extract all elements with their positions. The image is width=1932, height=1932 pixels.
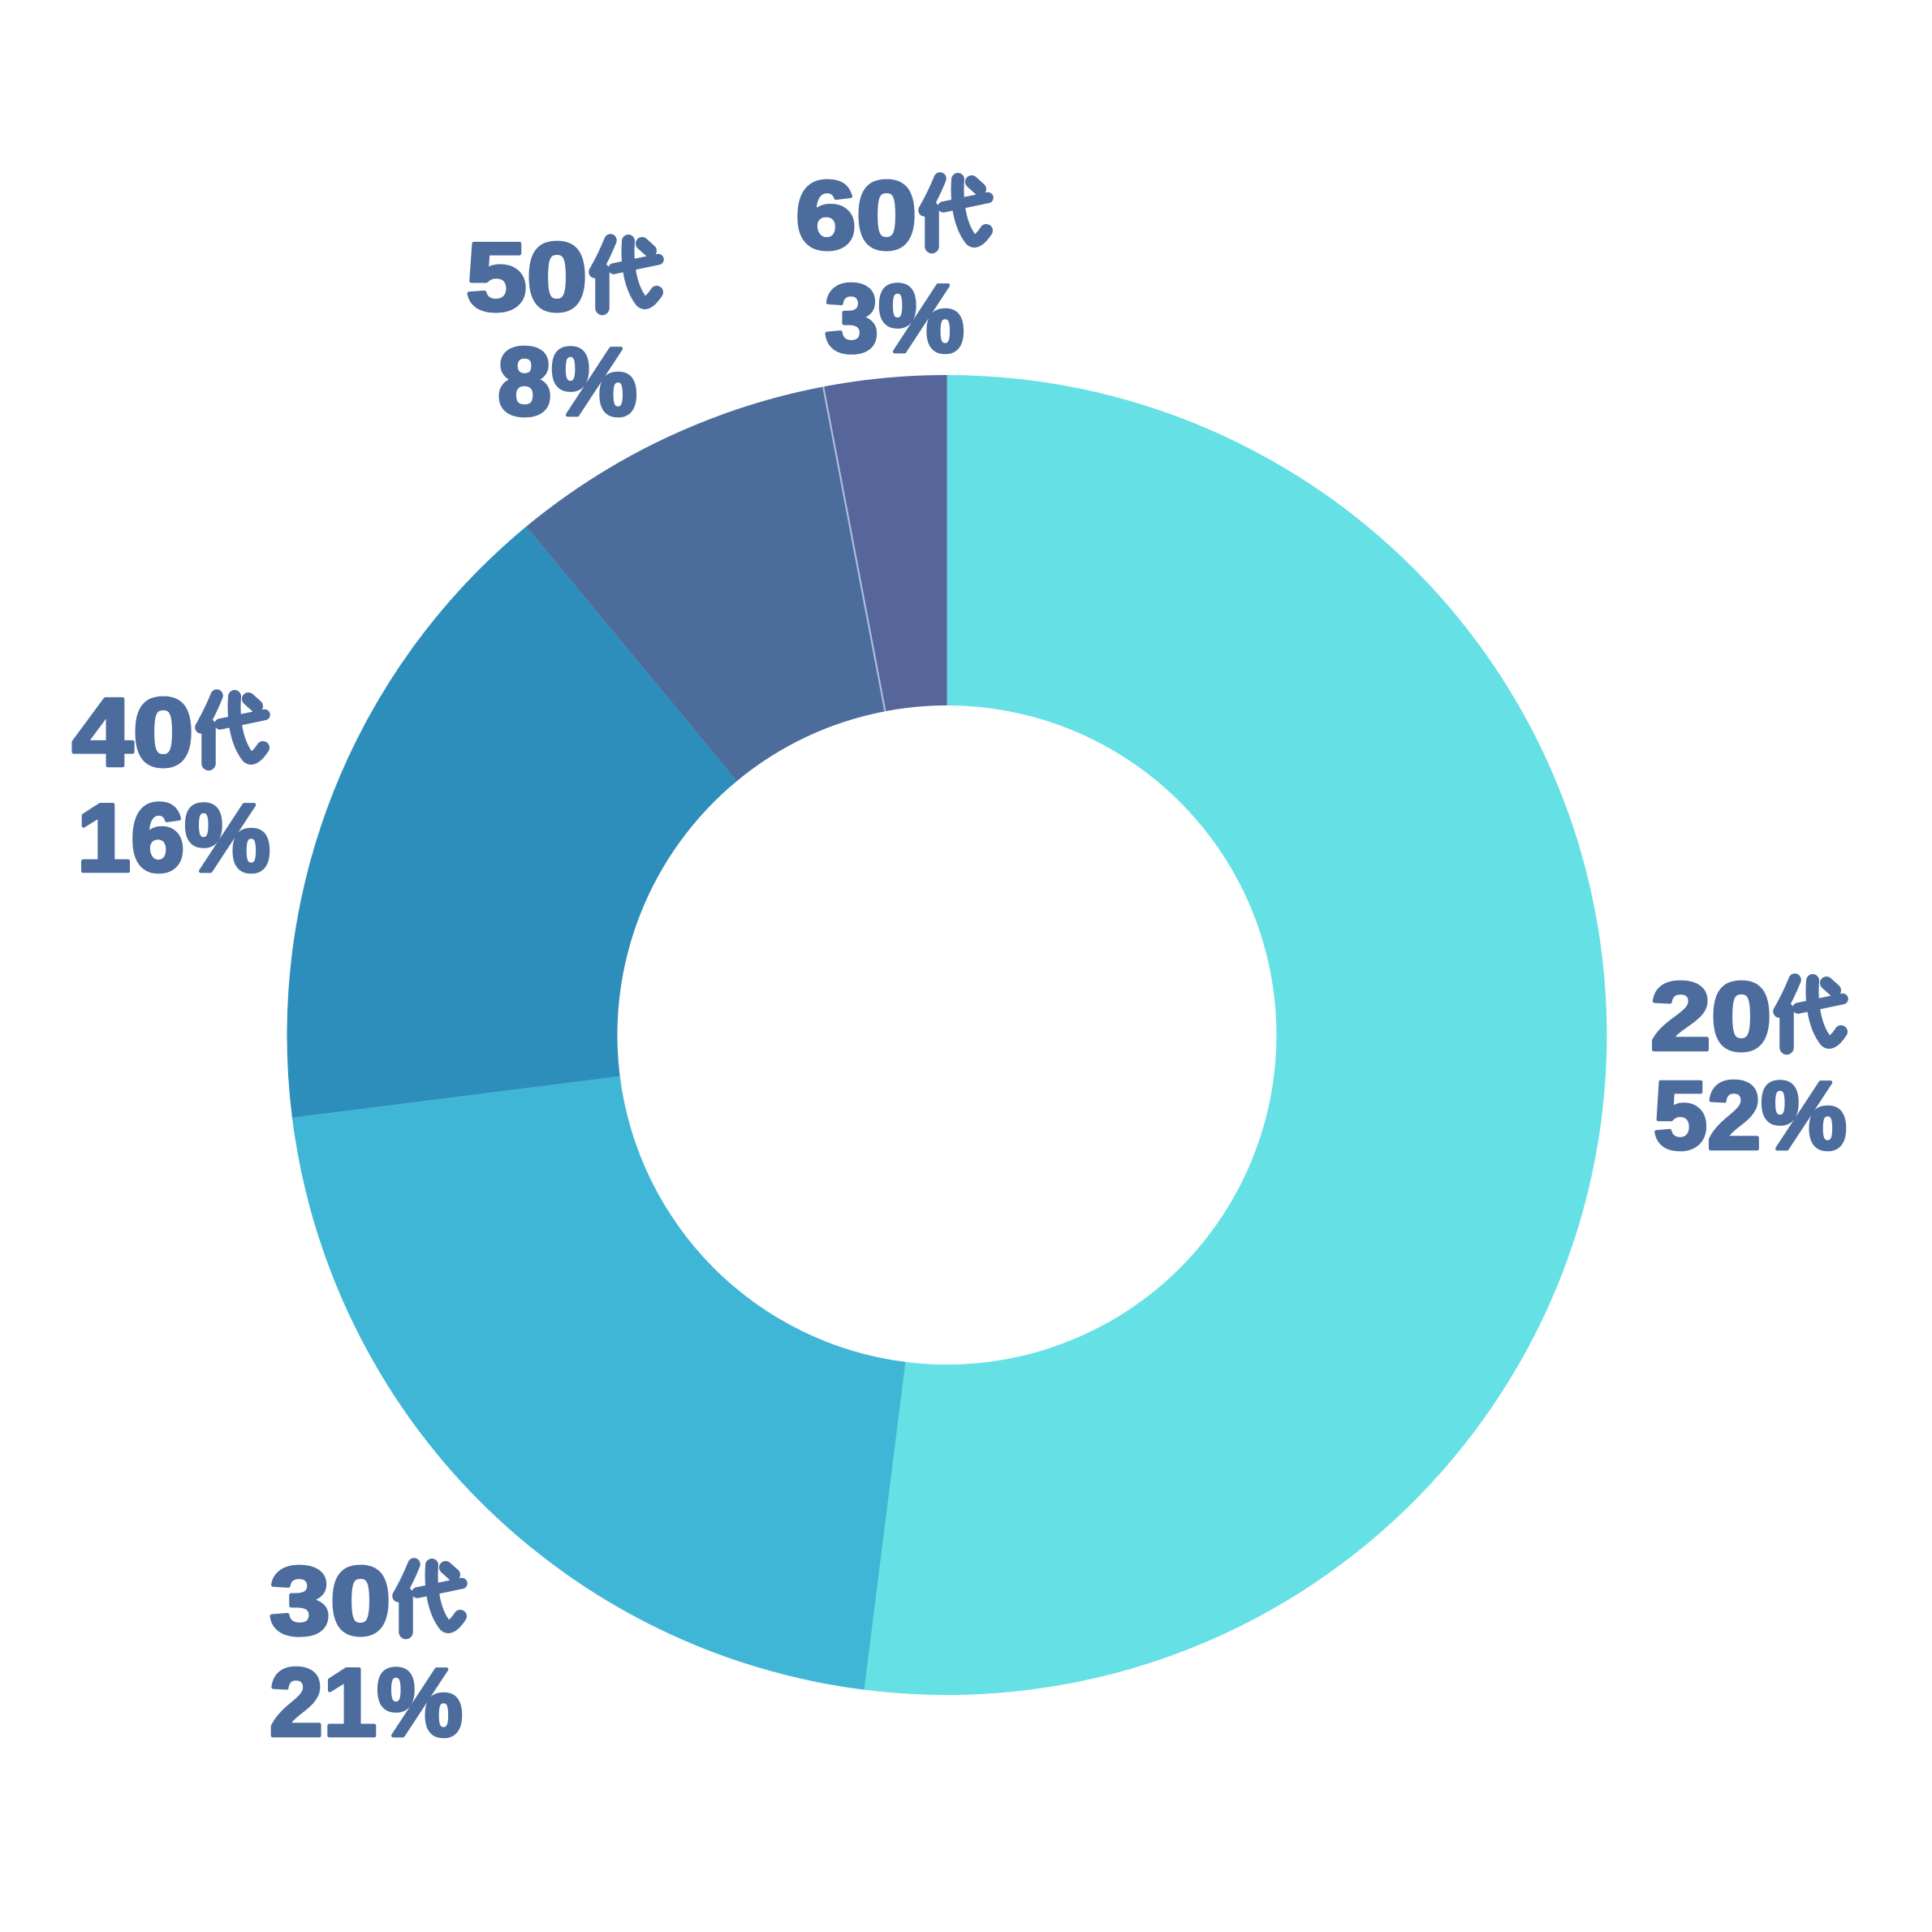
svg-text:60: 60 bbox=[796, 161, 917, 269]
svg-text:30: 30 bbox=[270, 1546, 391, 1654]
svg-text:20: 20 bbox=[1650, 962, 1772, 1070]
svg-text:21%: 21% bbox=[270, 1649, 463, 1757]
svg-text:8%: 8% bbox=[498, 328, 637, 436]
svg-text:16%: 16% bbox=[77, 784, 270, 892]
svg-text:3%: 3% bbox=[825, 265, 964, 373]
svg-text:52%: 52% bbox=[1654, 1062, 1847, 1170]
svg-text:50: 50 bbox=[466, 222, 588, 330]
svg-text:40: 40 bbox=[72, 678, 194, 786]
